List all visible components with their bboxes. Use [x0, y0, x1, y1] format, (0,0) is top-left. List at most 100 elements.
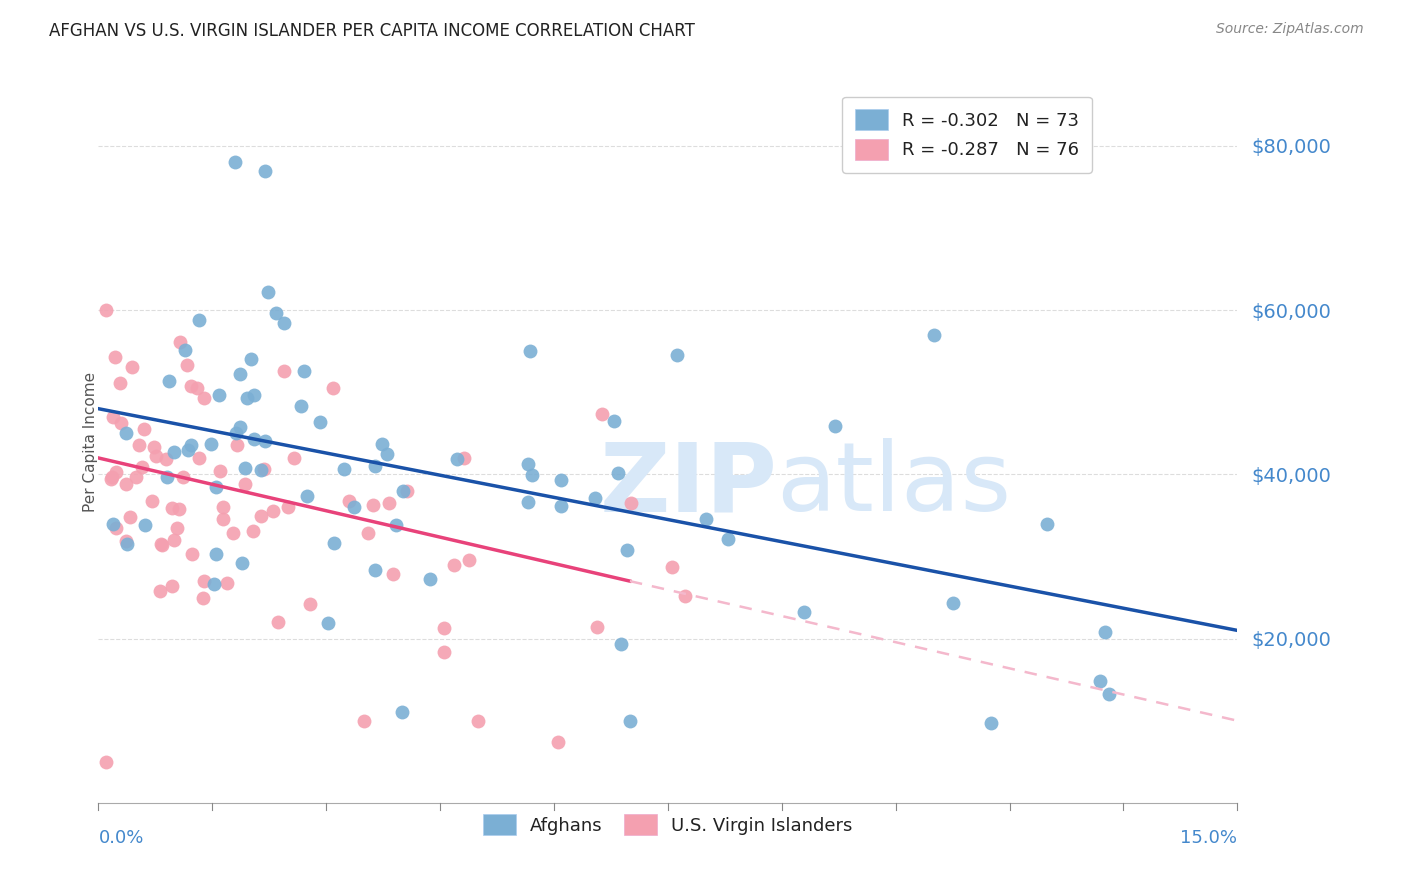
- Point: [299, 597, 322, 611]
- Point: [187, 451, 209, 466]
- Point: [200, 437, 222, 451]
- Point: [980, 716, 1002, 731]
- Point: [264, 306, 287, 320]
- Point: [602, 414, 624, 428]
- Point: [193, 391, 215, 405]
- Point: [257, 285, 280, 299]
- Point: [516, 457, 538, 471]
- Point: [163, 533, 186, 547]
- Point: [290, 399, 312, 413]
- Point: [110, 376, 132, 391]
- Point: [103, 409, 125, 424]
- Point: [520, 468, 543, 483]
- Point: [391, 706, 413, 720]
- Point: [446, 451, 468, 466]
- Point: [364, 563, 387, 577]
- Point: [222, 525, 245, 540]
- Point: [519, 344, 541, 359]
- Point: [141, 494, 163, 508]
- Point: [193, 574, 215, 588]
- Point: [229, 420, 252, 434]
- Text: atlas: atlas: [776, 438, 1011, 532]
- Point: [273, 316, 295, 330]
- Point: [236, 391, 259, 405]
- Point: [131, 460, 153, 475]
- Text: AFGHAN VS U.S. VIRGIN ISLANDER PER CAPITA INCOME CORRELATION CHART: AFGHAN VS U.S. VIRGIN ISLANDER PER CAPIT…: [49, 22, 695, 40]
- Point: [240, 352, 263, 367]
- Point: [125, 470, 148, 484]
- Point: [375, 446, 398, 460]
- Point: [419, 572, 441, 586]
- Point: [292, 364, 315, 378]
- Point: [277, 500, 299, 515]
- Point: [467, 714, 489, 728]
- Point: [94, 303, 117, 318]
- Text: 15.0%: 15.0%: [1180, 829, 1237, 847]
- Point: [295, 489, 318, 503]
- Point: [128, 438, 150, 452]
- Point: [453, 450, 475, 465]
- Point: [547, 735, 569, 749]
- Point: [619, 714, 641, 728]
- Point: [186, 381, 208, 395]
- Point: [267, 615, 290, 629]
- Point: [169, 335, 191, 350]
- Point: [174, 343, 197, 358]
- Point: [262, 504, 284, 518]
- Point: [661, 560, 683, 574]
- Point: [343, 500, 366, 515]
- Point: [250, 463, 273, 477]
- Point: [149, 584, 172, 599]
- Point: [283, 451, 305, 466]
- Point: [717, 532, 740, 546]
- Point: [212, 512, 235, 526]
- Point: [583, 491, 606, 505]
- Point: [322, 536, 344, 550]
- Point: [433, 621, 456, 635]
- Point: [384, 517, 406, 532]
- Point: [176, 358, 198, 372]
- Point: [1094, 624, 1116, 639]
- Point: [163, 445, 186, 459]
- Point: [233, 461, 256, 475]
- Point: [121, 360, 143, 375]
- Point: [443, 558, 465, 573]
- Point: [391, 483, 413, 498]
- Point: [457, 552, 479, 566]
- Point: [155, 452, 177, 467]
- Point: [180, 438, 202, 452]
- Point: [100, 470, 122, 484]
- Point: [105, 521, 128, 535]
- Point: [208, 464, 231, 478]
- Point: [145, 449, 167, 463]
- Point: [254, 434, 277, 448]
- Point: [180, 378, 202, 392]
- Point: [550, 473, 572, 487]
- Point: [364, 458, 387, 473]
- Point: [114, 426, 136, 441]
- Point: [357, 525, 380, 540]
- Point: [517, 495, 540, 509]
- Point: [231, 556, 253, 570]
- Point: [225, 425, 247, 440]
- Point: [156, 470, 179, 484]
- Point: [339, 494, 361, 508]
- Point: [188, 313, 211, 327]
- Point: [922, 327, 945, 342]
- Text: Source: ZipAtlas.com: Source: ZipAtlas.com: [1216, 22, 1364, 37]
- Point: [433, 645, 456, 659]
- Point: [115, 533, 138, 548]
- Point: [333, 462, 356, 476]
- Point: [191, 591, 214, 605]
- Point: [177, 443, 200, 458]
- Point: [150, 537, 173, 551]
- Text: 0.0%: 0.0%: [98, 829, 143, 847]
- Point: [824, 419, 846, 434]
- Point: [204, 480, 226, 494]
- Point: [666, 348, 689, 362]
- Point: [793, 605, 815, 619]
- Point: [224, 155, 246, 169]
- Point: [242, 524, 264, 538]
- Point: [1036, 516, 1059, 531]
- Point: [616, 543, 638, 558]
